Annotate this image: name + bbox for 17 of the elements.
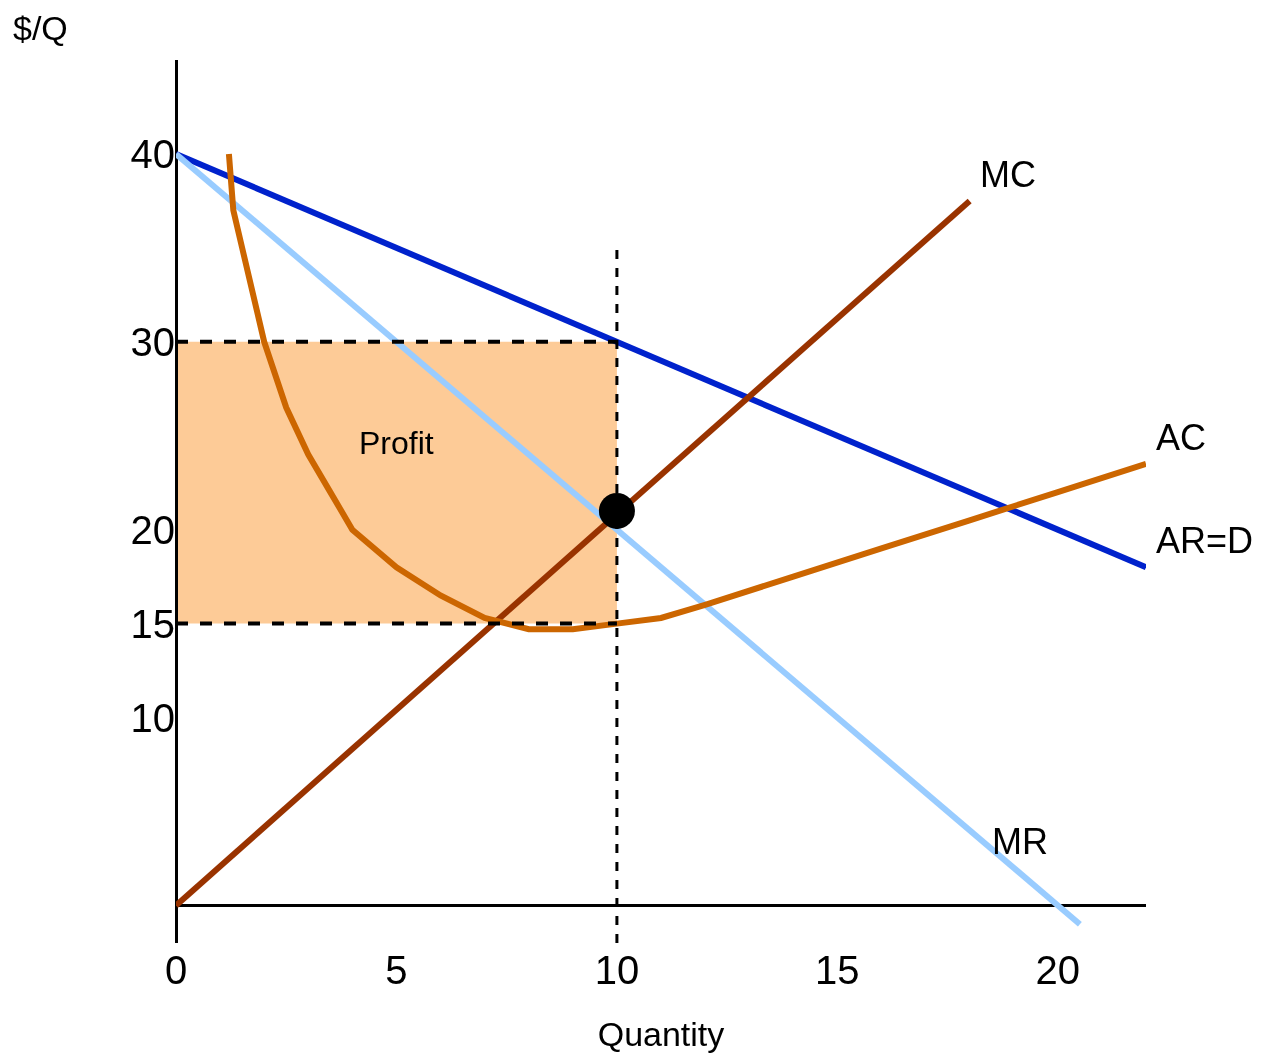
y-tick-label: 20 — [130, 507, 175, 552]
y-tick-label: 15 — [130, 601, 175, 646]
y-tick-label: 40 — [130, 131, 175, 176]
x-tick-label: 0 — [164, 948, 188, 992]
series-label: AC — [1156, 417, 1207, 458]
x-tick-label: 10 — [594, 948, 640, 992]
series-label: AR=D — [1156, 520, 1254, 561]
x-tick-label: 20 — [1035, 948, 1081, 992]
series-label: MC — [980, 154, 1036, 195]
x-tick-label: 15 — [815, 948, 860, 992]
y-axis-title: $/Q — [13, 9, 68, 47]
x-axis-title: Quantity — [597, 1015, 725, 1053]
x-tick-label: 5 — [385, 948, 408, 992]
band-label: Profit — [359, 425, 434, 461]
y-tick-label: 10 — [130, 695, 175, 740]
y-tick-label: 30 — [130, 319, 175, 364]
series-label: MR — [992, 821, 1048, 862]
